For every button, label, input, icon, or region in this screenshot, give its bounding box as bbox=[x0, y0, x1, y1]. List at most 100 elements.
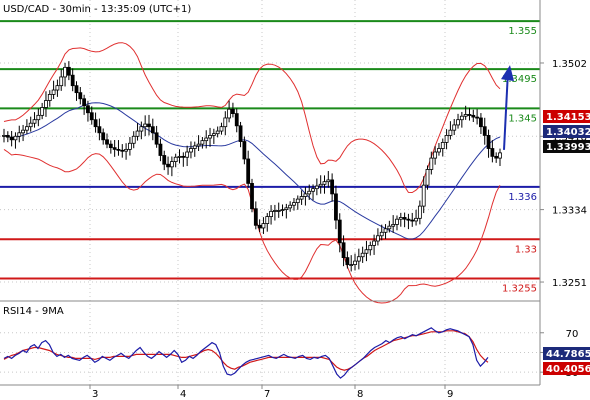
candle-body bbox=[143, 123, 148, 128]
candle-body bbox=[227, 108, 232, 119]
candle-body bbox=[112, 147, 117, 150]
candle-body bbox=[55, 85, 60, 91]
candle-body bbox=[433, 151, 438, 159]
rsi-badge bbox=[543, 362, 590, 375]
candle-body bbox=[97, 126, 102, 134]
candle-body bbox=[402, 217, 407, 220]
candle-body bbox=[330, 179, 335, 195]
level-label: 1.3495 bbox=[502, 74, 537, 85]
candle-body bbox=[440, 141, 445, 149]
candle-body bbox=[448, 129, 453, 136]
candle-body bbox=[246, 158, 251, 184]
candle-body bbox=[334, 193, 338, 221]
candle-body bbox=[387, 225, 392, 230]
candle-body bbox=[307, 190, 312, 195]
candle-body bbox=[32, 119, 37, 124]
candle-body bbox=[242, 141, 247, 160]
candle-body bbox=[253, 208, 258, 226]
candle-body bbox=[379, 231, 384, 237]
candle-body bbox=[131, 135, 136, 144]
candle-body bbox=[139, 126, 144, 132]
rsi-badge bbox=[543, 347, 590, 360]
candle-body bbox=[337, 219, 342, 244]
candle-body bbox=[196, 143, 201, 147]
price-badge-label: 1.33993 bbox=[546, 142, 590, 153]
candle-body bbox=[238, 125, 243, 142]
price-badge-label: 1.34153 bbox=[546, 112, 590, 123]
candle-body bbox=[471, 114, 476, 118]
candle-body bbox=[288, 204, 293, 209]
candle-body bbox=[108, 143, 113, 149]
candle-body bbox=[429, 157, 434, 170]
candle-body bbox=[13, 135, 18, 141]
level-label: 1.355 bbox=[508, 26, 537, 37]
candle-body bbox=[189, 148, 193, 153]
candle-body bbox=[417, 205, 422, 219]
time-tick-label: 3 bbox=[92, 389, 98, 400]
candle-body bbox=[490, 148, 495, 157]
candle-body bbox=[456, 119, 460, 126]
candle-body bbox=[368, 244, 373, 251]
chart-title: USD/CAD - 30min - 13:35:09 (UTC+1) bbox=[3, 4, 191, 15]
candle-body bbox=[219, 126, 224, 132]
candle-body bbox=[410, 219, 415, 222]
candle-body bbox=[341, 242, 346, 259]
candle-body bbox=[173, 156, 178, 162]
rsi-line bbox=[3, 327, 489, 379]
candle-body bbox=[101, 132, 106, 141]
candle-body bbox=[63, 66, 67, 78]
candlesticks bbox=[2, 61, 502, 272]
candle-body bbox=[395, 218, 399, 225]
candle-body bbox=[234, 113, 239, 127]
candle-body bbox=[486, 135, 491, 149]
candle-body bbox=[74, 85, 79, 94]
candle-body bbox=[204, 137, 209, 142]
candle-body bbox=[364, 249, 369, 254]
candle-body bbox=[78, 92, 83, 100]
candle-body bbox=[479, 117, 483, 128]
candle-body bbox=[459, 115, 464, 121]
candle-body bbox=[345, 257, 350, 265]
candle-body bbox=[169, 161, 174, 168]
candle-body bbox=[66, 66, 71, 76]
candle-body bbox=[28, 122, 33, 128]
candle-body bbox=[70, 74, 75, 87]
price-tick-label: 1.3251 bbox=[552, 278, 587, 289]
candle-body bbox=[24, 126, 29, 131]
candle-body bbox=[311, 188, 315, 192]
candle-body bbox=[353, 260, 357, 265]
candle-body bbox=[120, 149, 125, 152]
candle-body bbox=[269, 210, 273, 217]
candle-body bbox=[51, 89, 56, 95]
candle-body bbox=[2, 135, 6, 137]
candle-body bbox=[356, 256, 361, 262]
candle-body bbox=[208, 135, 212, 139]
candle-body bbox=[482, 126, 487, 136]
level-label: 1.3255 bbox=[502, 284, 537, 295]
candle-body bbox=[276, 210, 281, 212]
candle-body bbox=[44, 100, 48, 108]
rsi-title: RSI14 - 9MA bbox=[3, 306, 64, 317]
candle-body bbox=[21, 129, 25, 134]
candle-body bbox=[257, 224, 262, 229]
candle-body bbox=[272, 210, 277, 212]
candle-body bbox=[223, 117, 228, 128]
candle-body bbox=[437, 148, 441, 153]
candle-body bbox=[82, 98, 87, 107]
candle-body bbox=[406, 218, 411, 221]
candle-body bbox=[116, 148, 121, 151]
candle-body bbox=[318, 183, 323, 187]
candle-body bbox=[181, 155, 186, 158]
candle-body bbox=[292, 202, 296, 206]
candle-body bbox=[314, 185, 319, 190]
level-label: 1.345 bbox=[508, 113, 537, 124]
candle-body bbox=[444, 135, 449, 143]
candle-body bbox=[147, 123, 151, 128]
price-badge bbox=[543, 110, 590, 123]
moving-average-line bbox=[3, 102, 501, 240]
candle-body bbox=[86, 105, 90, 114]
level-label: 1.336 bbox=[508, 192, 537, 203]
upper-band bbox=[3, 42, 501, 194]
time-tick-label: 7 bbox=[264, 389, 270, 400]
